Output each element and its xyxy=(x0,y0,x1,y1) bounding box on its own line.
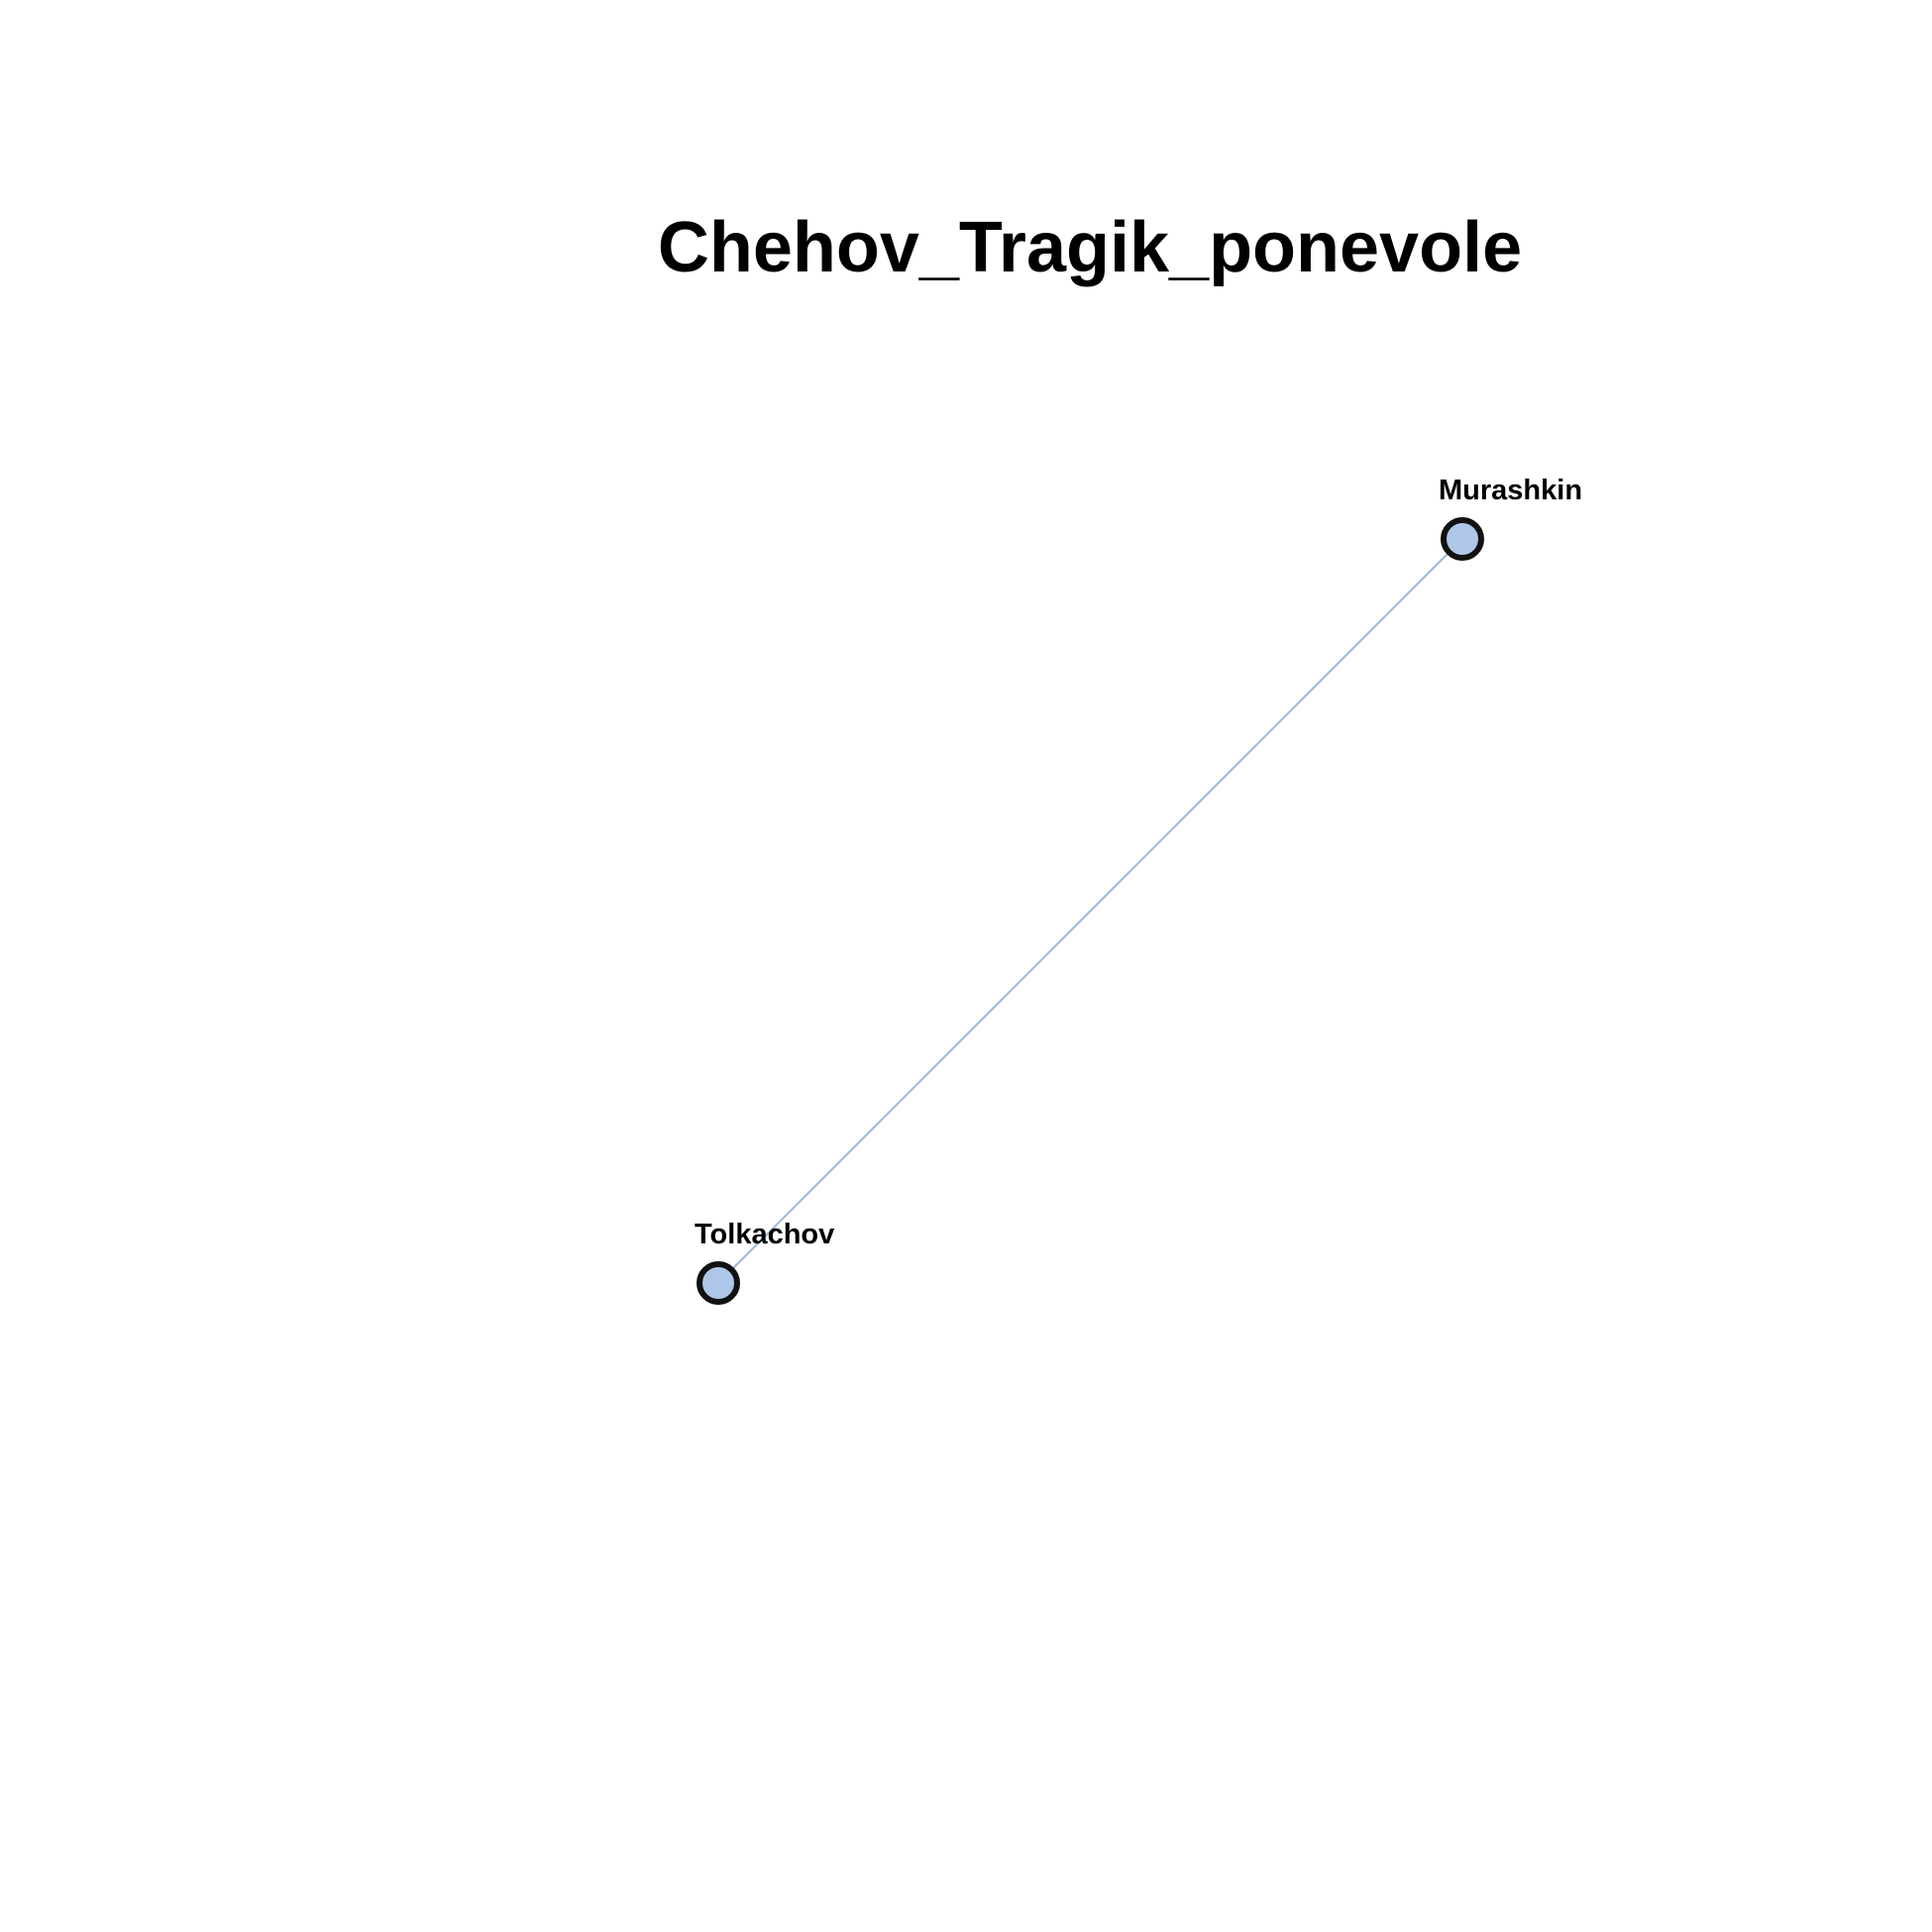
edges-layer xyxy=(717,538,1463,1284)
edge-murashkin-tolkachov xyxy=(717,538,1463,1284)
node-murashkin: Murashkin xyxy=(1439,475,1582,561)
node-circle-tolkachov xyxy=(697,1261,740,1305)
node-label-tolkachov: Tolkachov xyxy=(695,1219,834,1250)
node-circle-murashkin xyxy=(1441,517,1484,561)
node-tolkachov: Tolkachov xyxy=(695,1219,834,1305)
graph-title: Chehov_Tragik_ponevole xyxy=(658,208,1522,287)
node-label-murashkin: Murashkin xyxy=(1439,475,1582,506)
nodes-layer: Murashkin Tolkachov xyxy=(695,475,1582,1305)
